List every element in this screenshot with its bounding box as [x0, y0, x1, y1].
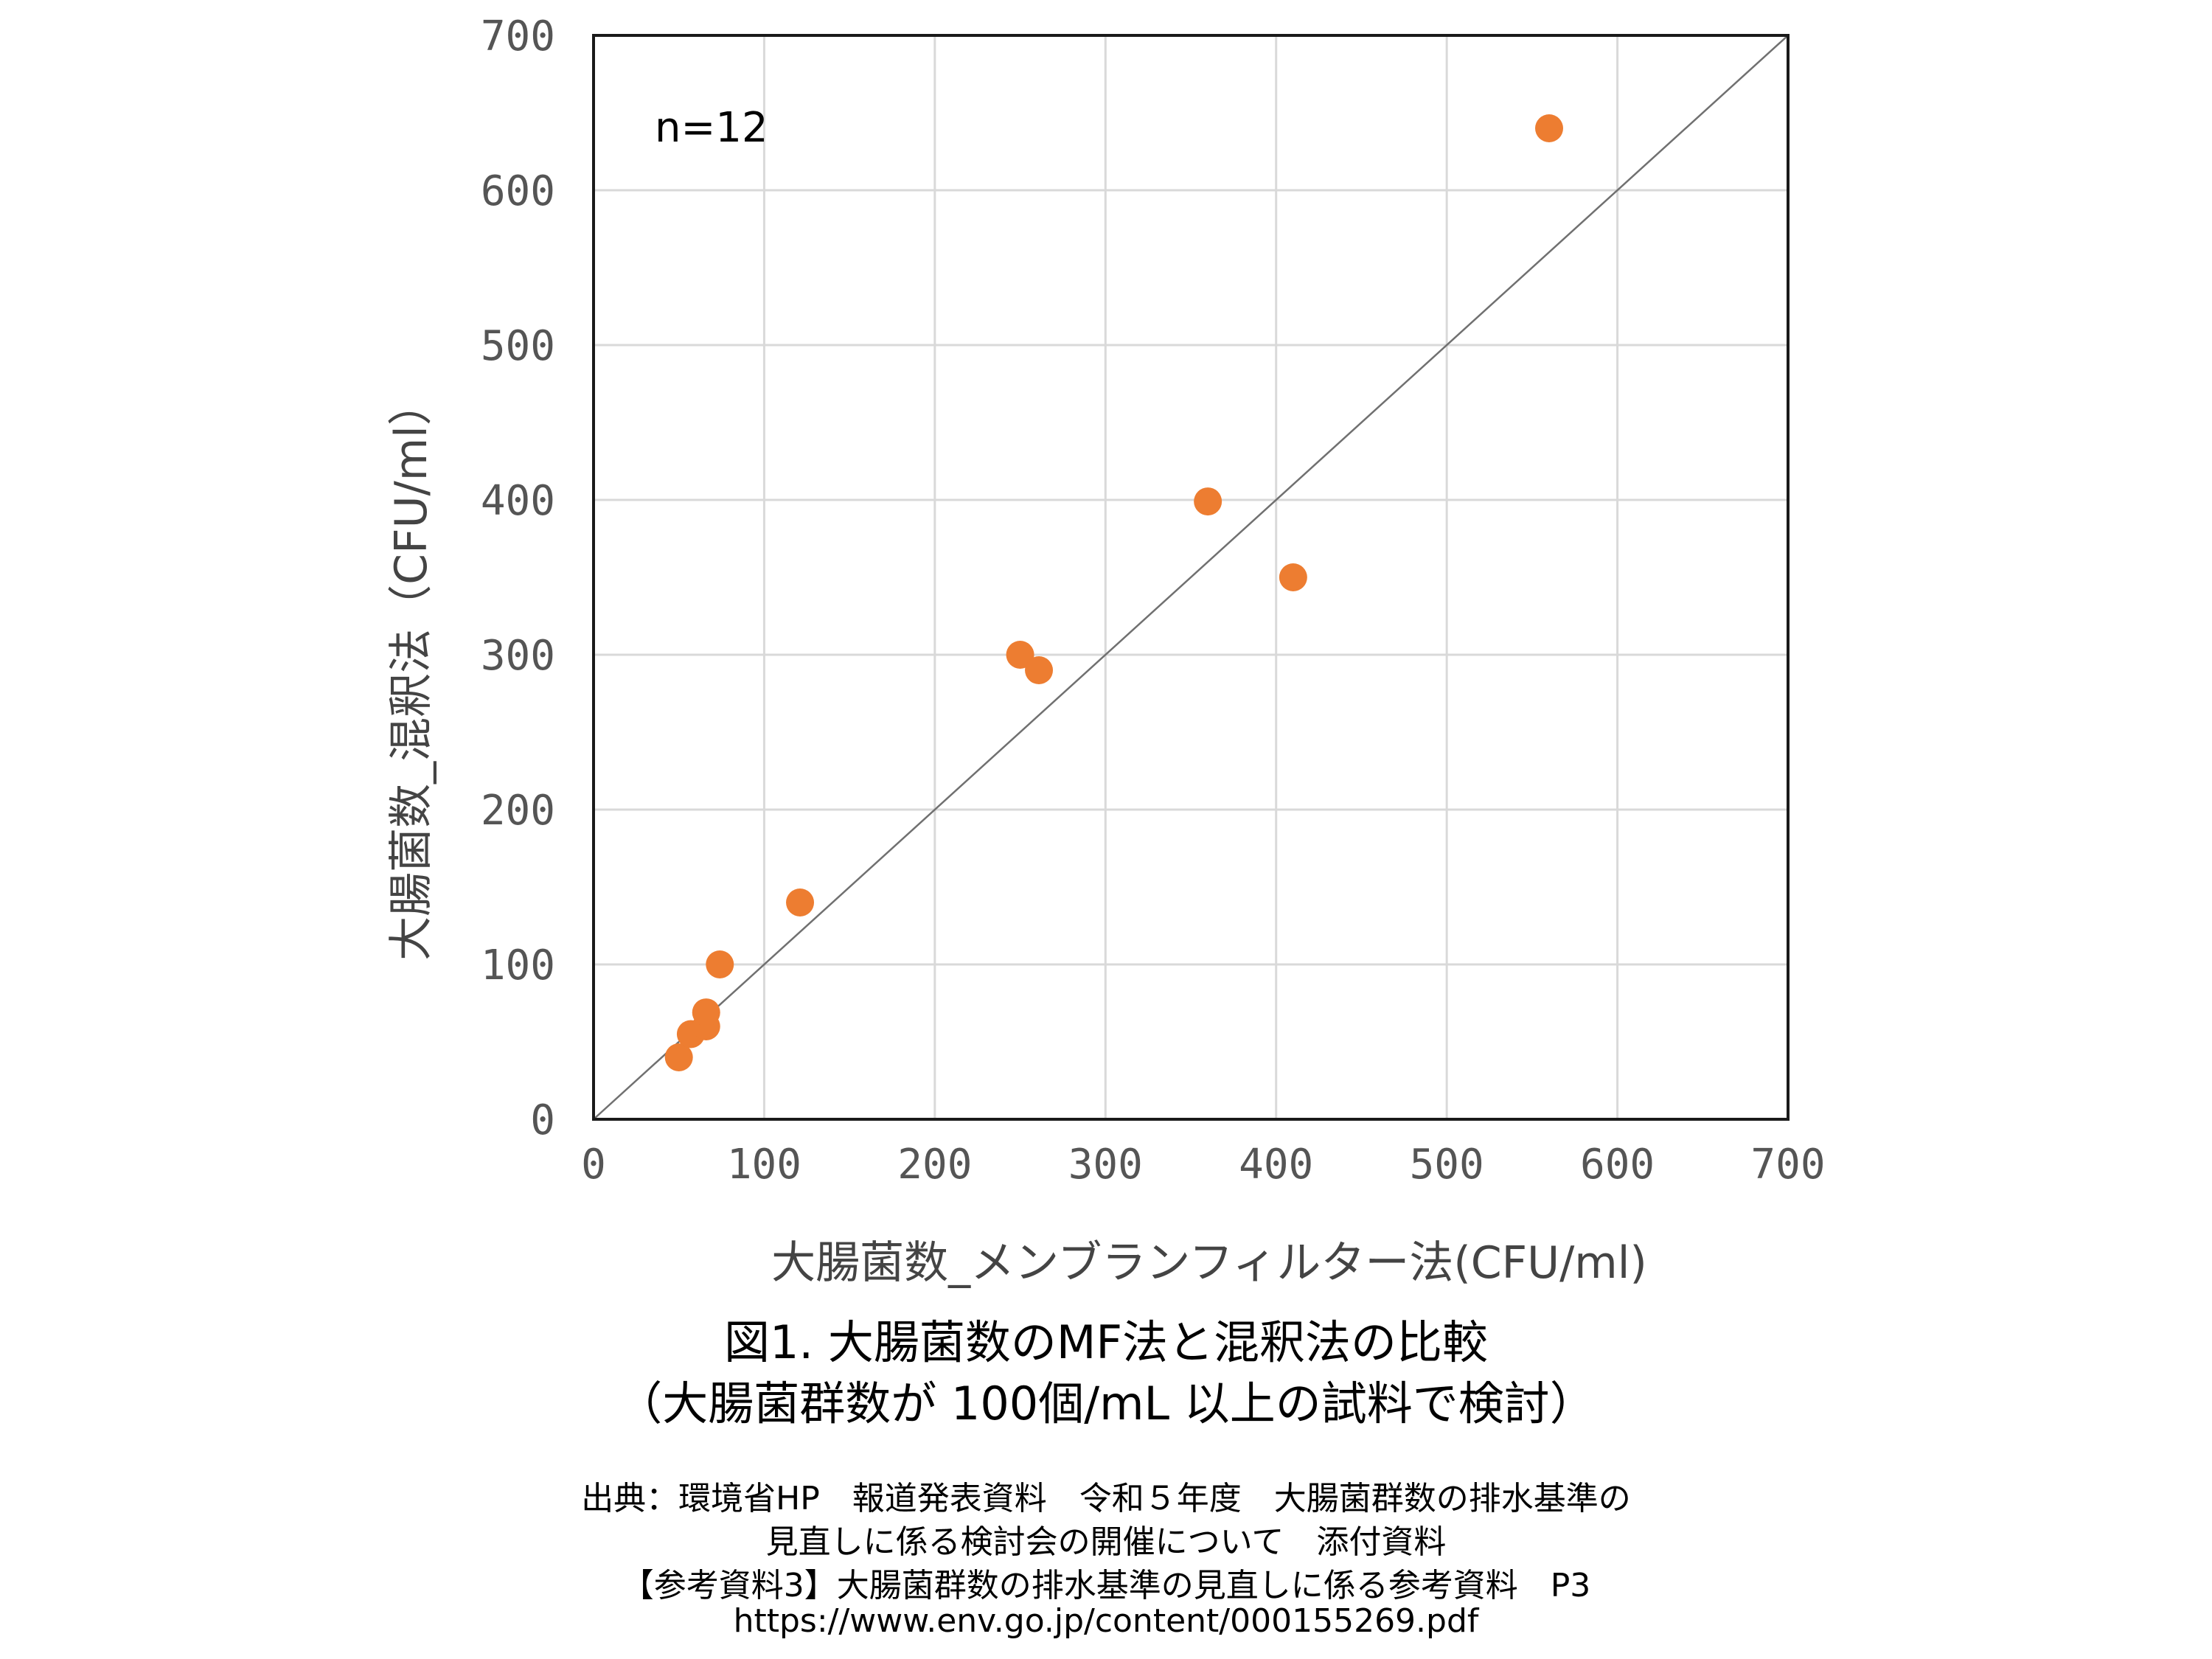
y-tick-label: 600	[481, 167, 555, 215]
sample-count-annotation: n=12	[655, 104, 768, 152]
data-point	[1279, 563, 1307, 591]
x-tick-label: 100	[727, 1141, 801, 1189]
data-point	[1535, 114, 1563, 142]
y-tick-label: 0	[530, 1096, 555, 1144]
figure-caption-line-2: （大腸菌群数が 100個/mL 以上の試料で検討）	[616, 1377, 1596, 1430]
data-point	[706, 950, 734, 978]
x-tick-label: 700	[1750, 1141, 1825, 1189]
data-point	[692, 998, 720, 1027]
y-tick-label: 200	[481, 787, 555, 835]
x-tick-label: 200	[897, 1141, 972, 1189]
data-points	[664, 114, 1563, 1071]
source-line-3: 【参考資料3】大腸菌群数の排水基準の見直しに係る参考資料 P3	[621, 1567, 1591, 1604]
x-tick-label: 500	[1410, 1141, 1484, 1189]
y-tick-label: 500	[481, 322, 555, 370]
x-tick-label: 0	[581, 1141, 606, 1189]
x-tick-label: 600	[1580, 1141, 1655, 1189]
x-tick-label: 300	[1068, 1141, 1143, 1189]
plot-border	[592, 34, 1790, 1121]
data-point	[1006, 641, 1034, 669]
x-axis-ticks: 0 100 200 300 400 500 600 700	[581, 1141, 1825, 1189]
scatter-chart: 0 100 200 300 400 500 600 700 0 100 200 300 400 500 6…	[386, 13, 1826, 1289]
source-link[interactable]: https://www.env.go.jp/content/000155269.…	[733, 1602, 1479, 1640]
y-tick-label: 300	[481, 632, 555, 680]
y-axis-title: 大腸菌数_混釈法（CFU/ml）	[386, 381, 437, 961]
source-line-1: 出典：環境省HP 報道発表資料 令和５年度 大腸菌群数の排水基準の	[581, 1480, 1631, 1517]
source-line-2: 見直しに係る検討会の開催について 添付資料	[765, 1523, 1447, 1561]
y-tick-label: 100	[481, 942, 555, 990]
data-point	[664, 1043, 693, 1071]
figure-caption-line-1: 図1. 大腸菌数のMF法と混釈法の比較	[723, 1315, 1489, 1369]
data-point	[786, 888, 815, 917]
y-axis-ticks: 0 100 200 300 400 500 600 700	[481, 13, 555, 1144]
x-axis-title: 大腸菌数_メンブランフィルター法(CFU/ml)	[771, 1237, 1647, 1289]
x-tick-label: 400	[1239, 1141, 1313, 1189]
data-point	[1025, 656, 1054, 684]
y-tick-label: 400	[481, 477, 555, 525]
grid-lines	[592, 34, 1790, 1121]
y-tick-label: 700	[481, 13, 555, 60]
reference-line-y-equals-x	[593, 35, 1789, 1120]
data-point	[1194, 487, 1222, 516]
